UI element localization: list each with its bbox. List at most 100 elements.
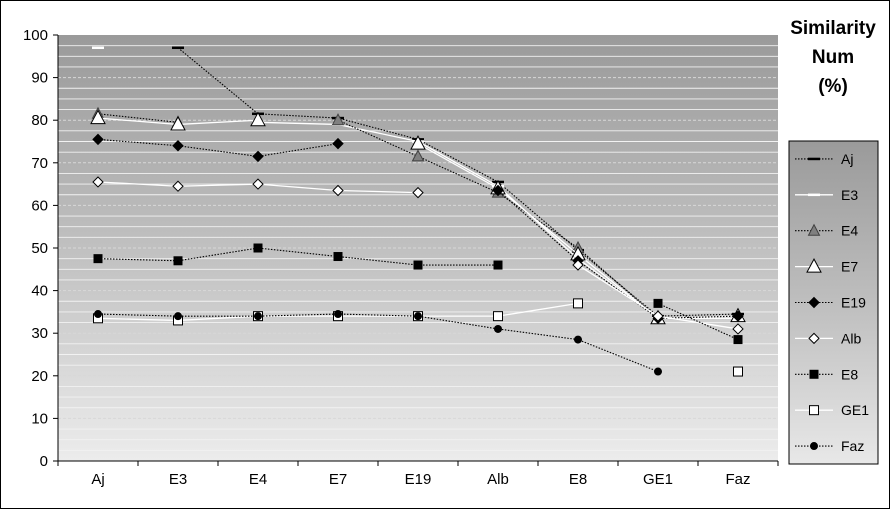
legend-label: E3 xyxy=(841,187,858,203)
axes: 0 10 20 30 40 50 60 70 80 90 100 Aj E3 E4 E7 E19 Alb E8 GE… xyxy=(23,27,779,488)
data-point xyxy=(254,312,262,321)
data-point xyxy=(333,252,343,262)
data-point xyxy=(414,312,422,321)
data-point xyxy=(574,335,582,344)
data-point xyxy=(411,149,425,162)
data-point xyxy=(410,135,426,150)
series-line xyxy=(97,113,179,123)
legend-item-e8: E8 xyxy=(795,366,858,382)
y-tick-label: 10 xyxy=(31,410,48,427)
data-point xyxy=(652,310,664,322)
data-point xyxy=(334,310,342,319)
x-tick-label: E4 xyxy=(249,471,267,488)
data-point xyxy=(808,296,820,309)
y-tick-label: 100 xyxy=(23,27,48,44)
data-point xyxy=(653,298,663,308)
legend-item-e4: E4 xyxy=(795,223,858,239)
data-point xyxy=(174,312,182,321)
x-tick-label: Aj xyxy=(91,471,104,488)
legend-item-faz: Faz xyxy=(795,438,864,454)
data-point xyxy=(412,186,424,199)
series-group xyxy=(90,46,746,377)
series-line xyxy=(97,313,659,373)
y-tick-label: 70 xyxy=(31,155,48,172)
x-tick-label: Faz xyxy=(725,471,750,488)
y-tick-label: 50 xyxy=(31,240,48,257)
data-point xyxy=(573,298,583,309)
data-point xyxy=(492,184,504,197)
y-tick-label: 30 xyxy=(31,325,48,342)
series-line xyxy=(657,302,739,341)
chart-title: Similarity Num (%) xyxy=(790,18,876,97)
legend-label: E7 xyxy=(841,259,858,275)
legend-item-ge1: GE1 xyxy=(795,402,869,418)
data-point xyxy=(806,258,822,273)
legend-label: E19 xyxy=(841,295,866,311)
chart-title-line: Similarity xyxy=(790,18,876,39)
legend-label: GE1 xyxy=(841,402,869,418)
x-tick-label: E8 xyxy=(569,471,587,488)
y-tick-label: 90 xyxy=(31,70,48,87)
data-point xyxy=(92,176,104,188)
chart-title-line: (%) xyxy=(818,76,848,97)
data-point xyxy=(93,254,103,264)
data-point xyxy=(572,259,584,271)
legend-label: Alb xyxy=(841,330,861,346)
chart-title-line: Num xyxy=(812,47,854,68)
data-point xyxy=(173,256,183,266)
data-point xyxy=(733,335,743,345)
data-point xyxy=(252,178,264,190)
data-point xyxy=(413,260,423,270)
data-point xyxy=(332,184,344,197)
data-point xyxy=(94,310,102,319)
legend-item-e3: E3 xyxy=(795,187,858,203)
data-point xyxy=(250,111,266,127)
series-line xyxy=(177,47,739,317)
y-tick-label: 0 xyxy=(40,453,48,470)
legend-item-e19: E19 xyxy=(795,295,866,311)
data-point xyxy=(172,180,184,192)
legend-label: E8 xyxy=(841,366,858,382)
series-faz xyxy=(94,310,662,376)
data-point xyxy=(807,223,821,236)
legend-label: E4 xyxy=(841,223,858,239)
data-point xyxy=(654,367,662,376)
data-point xyxy=(252,150,264,163)
legend-item-e7: E7 xyxy=(795,258,858,275)
y-tick-label: 60 xyxy=(31,197,48,214)
y-tick-label: 40 xyxy=(31,283,48,300)
x-tick-label: E7 xyxy=(329,471,347,488)
series-line xyxy=(97,138,339,157)
data-point xyxy=(810,442,818,451)
data-point xyxy=(172,140,184,152)
data-point xyxy=(809,369,819,379)
data-point xyxy=(494,324,502,333)
x-tick-label: E3 xyxy=(169,471,187,488)
legend-label: Aj xyxy=(841,151,853,167)
legend: Aj E3 E4 E7 E19 Alb E8 GE1 Faz xyxy=(788,140,879,465)
legend-item-alb: Alb xyxy=(795,330,861,346)
x-tick-label: E19 xyxy=(405,471,432,488)
series-e8 xyxy=(93,243,743,345)
data-point xyxy=(493,311,503,322)
series-line xyxy=(97,247,498,266)
x-tick-label: GE1 xyxy=(643,471,673,488)
x-tick-label: Alb xyxy=(487,471,509,488)
data-point xyxy=(332,137,344,150)
data-point xyxy=(170,115,186,131)
legend-label: Faz xyxy=(841,438,864,454)
data-point xyxy=(90,109,106,125)
y-tick-label: 80 xyxy=(31,112,48,129)
data-point xyxy=(733,366,743,377)
data-point xyxy=(493,260,503,270)
data-point xyxy=(92,133,104,146)
gridlines xyxy=(58,45,778,451)
data-point xyxy=(732,310,744,322)
data-point xyxy=(253,243,263,253)
legend-item-aj: Aj xyxy=(795,151,853,167)
series-line xyxy=(337,119,739,319)
data-point xyxy=(808,332,820,345)
data-point xyxy=(732,323,744,335)
